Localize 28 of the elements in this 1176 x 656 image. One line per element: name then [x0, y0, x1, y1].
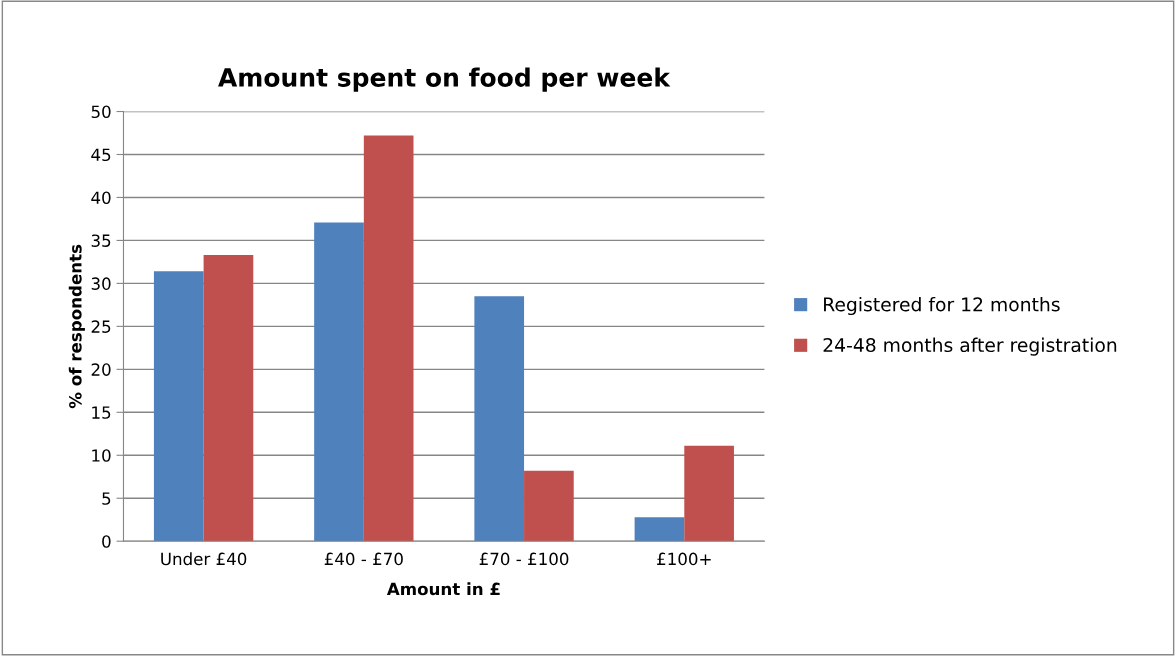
bar [314, 222, 364, 542]
y-tick-label: 10 [92, 449, 111, 462]
bar [524, 470, 574, 542]
y-tick-label: 35 [91, 234, 111, 247]
legend-label: Registered for 12 months [824, 296, 1060, 316]
y-tick-label: 15 [92, 406, 111, 419]
bar [203, 255, 254, 542]
y-tick-label: 50 [91, 105, 111, 119]
x-tick-label: Under £40 [161, 552, 247, 566]
bar [474, 296, 525, 542]
x-tick-label: £70 - £100 [479, 552, 569, 566]
bar [153, 271, 204, 542]
y-tick-label: 30 [91, 277, 111, 290]
chart-title: Amount spent on food per week [218, 67, 671, 92]
y-tick-label: 0 [102, 535, 111, 548]
y-tick-label: 45 [91, 148, 111, 162]
legend-label: 24-48 months after registration [823, 337, 1117, 356]
y-tick-label: 25 [91, 320, 111, 333]
x-axis-title: Amount in £ [386, 582, 500, 596]
y-tick-label: 20 [91, 363, 111, 376]
bar [684, 445, 734, 542]
y-axis-title: % of respondents [68, 244, 85, 409]
bar [363, 135, 414, 542]
y-tick-label: 40 [91, 191, 111, 205]
x-tick-label: £40 - £70 [324, 552, 403, 566]
y-tick-label: 5 [102, 492, 111, 505]
x-tick-label: £100+ [657, 552, 711, 566]
bar [634, 517, 685, 542]
